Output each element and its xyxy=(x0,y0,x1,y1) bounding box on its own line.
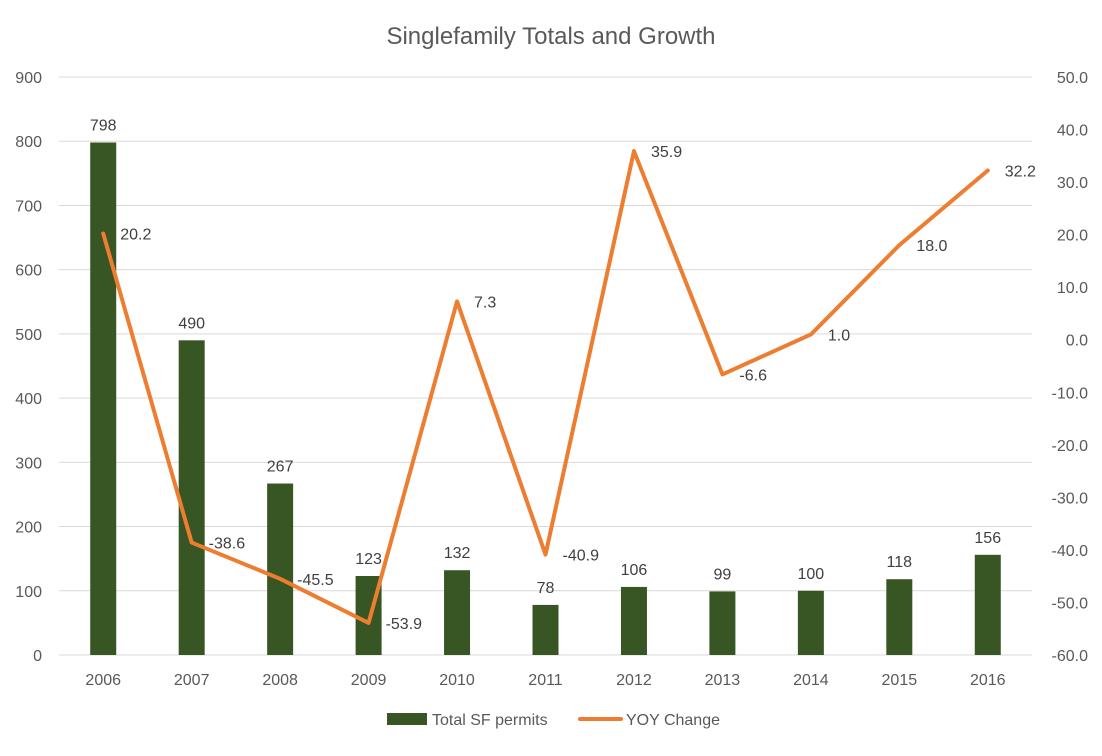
left-tick-label: 300 xyxy=(15,455,42,472)
yoy-line xyxy=(101,149,990,625)
x-tick-label: 2006 xyxy=(85,672,121,689)
bar xyxy=(974,554,1001,655)
legend: Total SF permits YOY Change xyxy=(387,712,720,729)
bar-data-label: 798 xyxy=(90,118,117,135)
bar xyxy=(90,142,117,656)
left-tick-label: 500 xyxy=(15,327,42,344)
legend-swatch-bars xyxy=(387,713,427,725)
bar-data-label: 78 xyxy=(537,580,555,597)
line-data-label: -45.5 xyxy=(297,572,334,589)
right-tick-label: -40.0 xyxy=(1052,543,1089,560)
right-tick-label: -60.0 xyxy=(1052,648,1089,665)
line-data-label: 35.9 xyxy=(651,144,682,161)
line-data-label: -53.9 xyxy=(386,616,423,633)
right-tick-label: -50.0 xyxy=(1052,595,1089,612)
gridlines xyxy=(59,76,1032,656)
bar-data-label: 490 xyxy=(178,315,205,332)
left-tick-label: 700 xyxy=(15,198,42,215)
legend-label-line: YOY Change xyxy=(626,712,720,729)
right-tick-label: 40.0 xyxy=(1057,123,1088,140)
right-tick-label: 30.0 xyxy=(1057,175,1088,192)
right-tick-label: 20.0 xyxy=(1057,228,1088,245)
x-tick-label: 2007 xyxy=(174,672,210,689)
x-axis: 2006 2007 2008 2009 2010 2011 2012 2013 2014 2015… xyxy=(59,654,1032,689)
right-axis: -60.0 -50.0 -40.0 -30.0 -20.0 -10.0 0.0 10.0 20.… xyxy=(1052,70,1089,665)
line-data-label: -38.6 xyxy=(209,536,246,553)
bar-data-label: 132 xyxy=(444,545,471,562)
bar-data-label: 267 xyxy=(267,459,294,476)
bar xyxy=(178,340,205,655)
line-data-label: 32.2 xyxy=(1005,164,1036,181)
left-tick-label: 900 xyxy=(15,70,42,87)
left-tick-label: 200 xyxy=(15,520,42,537)
chart-title: Singlefamily Totals and Growth xyxy=(386,23,715,50)
line-data-label: 20.2 xyxy=(120,227,151,244)
left-tick-label: 600 xyxy=(15,263,42,280)
right-tick-label: -30.0 xyxy=(1052,490,1089,507)
bar-data-label: 118 xyxy=(887,554,913,571)
left-tick-label: 800 xyxy=(15,134,42,151)
x-tick-label: 2010 xyxy=(439,672,475,689)
x-tick-label: 2008 xyxy=(262,672,298,689)
right-tick-label: 50.0 xyxy=(1057,70,1088,87)
x-tick-label: 2011 xyxy=(528,672,563,689)
x-tick-label: 2009 xyxy=(351,672,387,689)
bar-series: 798 490 267 123 132 78 106 99 100 118 156 xyxy=(90,118,1001,656)
legend-label-bars: Total SF permits xyxy=(432,712,548,729)
x-tick-label: 2016 xyxy=(970,672,1006,689)
x-tick-label: 2012 xyxy=(616,672,652,689)
right-tick-label: 10.0 xyxy=(1057,280,1088,297)
bar xyxy=(444,570,471,655)
right-tick-label: 0.0 xyxy=(1066,333,1088,350)
line-data-label: -6.6 xyxy=(739,367,767,384)
line-data-label: 1.0 xyxy=(828,327,850,344)
left-tick-label: 0 xyxy=(33,648,42,665)
bar-data-label: 106 xyxy=(621,562,648,579)
left-axis: 0 100 200 300 400 500 600 700 800 900 xyxy=(15,70,42,665)
line-data-label: 18.0 xyxy=(916,238,947,255)
x-tick-label: 2014 xyxy=(793,672,829,689)
right-tick-label: -10.0 xyxy=(1052,385,1089,402)
x-tick-label: 2015 xyxy=(882,672,918,689)
bar xyxy=(886,579,913,655)
bar xyxy=(709,591,736,655)
bar xyxy=(797,590,824,655)
left-tick-label: 400 xyxy=(15,391,42,408)
right-tick-label: -20.0 xyxy=(1052,438,1089,455)
bar-data-label: 100 xyxy=(798,566,825,583)
bar-data-label: 156 xyxy=(974,530,1001,547)
bar xyxy=(267,483,294,655)
bar xyxy=(532,604,559,655)
left-tick-label: 100 xyxy=(15,584,42,601)
bar-data-label: 99 xyxy=(714,566,732,583)
line-series: 20.2 -38.6 -45.5 -53.9 7.3 -40.9 35.9 -6.6 1.0 18… xyxy=(101,144,1036,633)
line-data-label: 7.3 xyxy=(474,294,496,311)
line-data-label: -40.9 xyxy=(563,548,600,565)
bar-data-label: 123 xyxy=(355,551,382,568)
bar xyxy=(620,586,647,655)
x-tick-label: 2013 xyxy=(705,672,741,689)
